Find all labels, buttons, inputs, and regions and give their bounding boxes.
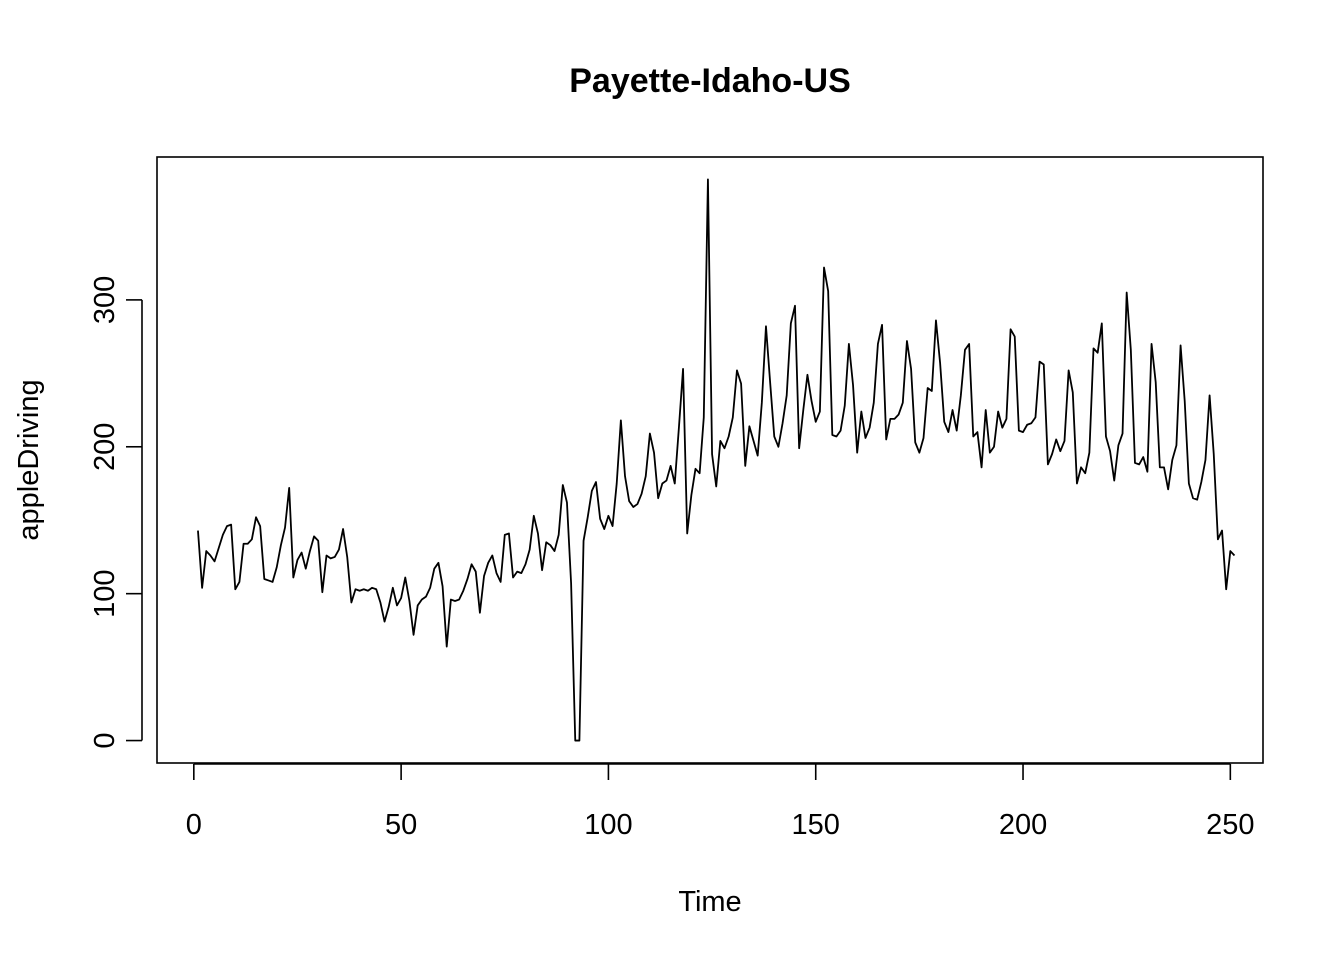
- y-axis-title: appleDriving: [13, 379, 45, 540]
- y-axis: 0 100 200 300: [89, 276, 143, 749]
- x-tick-label-200: 200: [999, 809, 1047, 841]
- chart-title: Payette-Idaho-US: [569, 62, 851, 100]
- x-axis: 0 50 100 150 200 250: [186, 763, 1255, 841]
- x-tick-label-150: 150: [792, 809, 840, 841]
- series-line-0: [197, 178, 1236, 742]
- x-axis-title: Time: [678, 886, 741, 918]
- x-tick-label-100: 100: [584, 809, 632, 841]
- y-tick-label-0: 0: [89, 732, 121, 748]
- x-tick-label-50: 50: [385, 809, 417, 841]
- plot-frame: [156, 156, 1264, 764]
- x-tick-label-250: 250: [1206, 809, 1254, 841]
- y-tick-label-200: 200: [89, 423, 121, 471]
- series-layer: [197, 178, 1236, 742]
- y-tick-label-300: 300: [89, 276, 121, 324]
- y-tick-label-100: 100: [89, 569, 121, 617]
- x-tick-label-0: 0: [186, 809, 202, 841]
